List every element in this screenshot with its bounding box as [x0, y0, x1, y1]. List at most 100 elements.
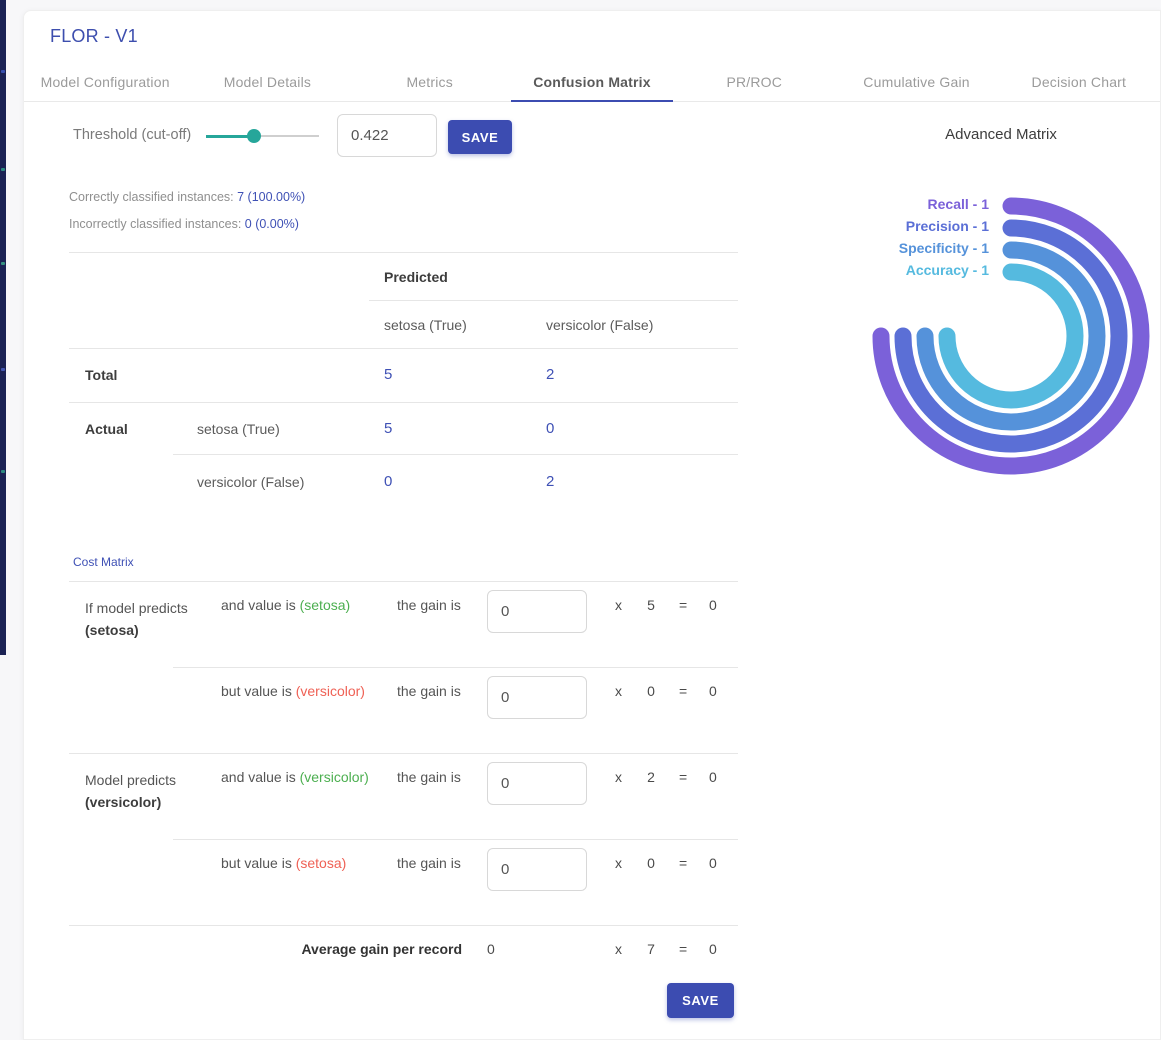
actual-row-versicolor: versicolor (False) 0 2	[69, 455, 738, 509]
sidebar-icon-fragment	[1, 262, 5, 265]
cell-false-true: 0	[384, 473, 393, 490]
column-header-row: setosa (True) versicolor (False)	[69, 301, 738, 348]
slider-thumb[interactable]	[246, 129, 261, 143]
recall-ring	[872, 197, 1150, 475]
cost-row-1: If model predicts (setosa) and value is (…	[69, 582, 738, 667]
classification-stats: Correctly classified instances: 7 (100.0…	[69, 184, 738, 238]
cost-row-4: but value is (setosa) the gain is x 0 = …	[69, 840, 738, 925]
average-gain-value: 0	[487, 941, 495, 957]
accuracy-ring	[938, 263, 1084, 409]
specificity-ring-label: Specificity - 1	[898, 240, 989, 256]
collapsed-sidebar-sliver	[0, 0, 6, 655]
main-panel: FLOR - V1 Model Configuration Model Deta…	[23, 10, 1161, 1040]
divider	[173, 667, 738, 668]
tab-bar: Model Configuration Model Details Metric…	[24, 63, 1160, 102]
sidebar-icon-fragment	[1, 168, 5, 171]
predict-label: Model predicts (versicolor)	[85, 772, 177, 810]
recall-ring-label: Recall - 1	[927, 196, 989, 212]
threshold-save-button[interactable]: SAVE	[448, 120, 512, 154]
predicted-header-row: Predicted	[69, 253, 738, 300]
cost-row-2: but value is (versicolor) the gain is x …	[69, 668, 738, 753]
cost-matrix-save-button[interactable]: SAVE	[667, 983, 734, 1018]
count-value: 0	[647, 683, 655, 699]
column-header-true: setosa (True)	[384, 317, 467, 333]
cost-row-3: Model predicts (versicolor) and value is …	[69, 754, 738, 839]
page-title: FLOR - V1	[50, 26, 138, 46]
gain-label: the gain is	[397, 683, 461, 699]
condition-label: but value is (setosa)	[221, 855, 347, 871]
condition-label: and value is (setosa)	[221, 597, 351, 613]
accuracy-ring-label: Accuracy - 1	[905, 262, 989, 278]
average-gain-label: Average gain per record	[301, 941, 462, 957]
actual-label: Actual	[85, 421, 128, 437]
cell-false-false: 2	[546, 473, 555, 490]
result-value: 0	[709, 941, 717, 957]
gain-input-3[interactable]	[487, 762, 587, 805]
gain-input-2[interactable]	[487, 676, 587, 719]
specificity-ring	[916, 241, 1106, 431]
threshold-label: Threshold (cut-off)	[73, 127, 192, 143]
threshold-slider[interactable]	[206, 128, 319, 144]
multiply-symbol: x	[615, 855, 622, 871]
predict-label: If model predicts (setosa)	[85, 600, 188, 638]
actual-row-setosa: Actual setosa (True) 5 0	[69, 403, 738, 454]
divider	[69, 402, 738, 403]
radial-chart-svg	[872, 197, 1150, 475]
tab-cumulative-gain[interactable]: Cumulative Gain	[863, 74, 970, 90]
total-row: Total 5 2	[69, 349, 738, 402]
correct-instances-line: Correctly classified instances: 7 (100.0…	[69, 190, 306, 204]
divider	[69, 753, 738, 754]
incorrect-instances-line: Incorrectly classified instances: 0 (0.0…	[69, 217, 299, 231]
advanced-matrix-panel: Advanced Matrix Recall - 1 Precision - 1 S…	[841, 126, 1161, 475]
gain-label: the gain is	[397, 769, 461, 785]
equals-symbol: =	[679, 769, 688, 785]
divider	[69, 252, 738, 253]
advanced-matrix-title: Advanced Matrix	[945, 126, 1057, 143]
row-label: setosa (True)	[197, 421, 280, 437]
divider	[69, 925, 738, 926]
divider	[173, 454, 738, 455]
slider-track	[206, 135, 319, 137]
divider	[369, 300, 738, 301]
cell-true-true: 5	[384, 420, 393, 437]
cost-matrix-actions: SAVE	[69, 983, 738, 1019]
tab-decision-chart[interactable]: Decision Chart	[1031, 74, 1127, 90]
sidebar-icon-fragment	[1, 470, 5, 473]
correct-instances-value: 7 (100.00%)	[237, 190, 306, 204]
sidebar-icon-fragment	[1, 70, 5, 73]
threshold-input[interactable]	[337, 114, 437, 157]
condition-label: but value is (versicolor)	[221, 683, 365, 699]
tab-pr-roc[interactable]: PR/ROC	[726, 74, 783, 90]
cost-matrix-title: Cost Matrix	[73, 555, 134, 569]
tab-metrics[interactable]: Metrics	[406, 74, 453, 90]
incorrect-instances-value: 0 (0.00%)	[244, 217, 299, 231]
predicted-header: Predicted	[384, 269, 448, 285]
multiply-symbol: x	[615, 683, 622, 699]
result-value: 0	[709, 855, 717, 871]
tab-model-configuration[interactable]: Model Configuration	[40, 74, 170, 90]
equals-symbol: =	[679, 941, 688, 957]
tab-model-details[interactable]: Model Details	[223, 74, 312, 90]
column-header-false: versicolor (False)	[546, 317, 654, 333]
average-gain-row: Average gain per record 0 x 7 = 0	[69, 926, 738, 971]
condition-label: and value is (versicolor)	[221, 769, 369, 785]
gain-input-1[interactable]	[487, 590, 587, 633]
multiply-symbol: x	[615, 597, 622, 613]
multiply-symbol: x	[615, 769, 622, 785]
divider	[173, 839, 738, 840]
confusion-matrix-table: Predicted setosa (True) versicolor (Fals…	[69, 252, 738, 509]
gain-label: the gain is	[397, 855, 461, 871]
cell-true-false: 0	[546, 420, 555, 437]
equals-symbol: =	[679, 597, 688, 613]
result-value: 0	[709, 769, 717, 785]
result-value: 0	[709, 597, 717, 613]
radial-bar-chart: Recall - 1 Precision - 1 Specificity - 1 Ac…	[861, 186, 1161, 486]
total-label: Total	[85, 367, 118, 383]
equals-symbol: =	[679, 855, 688, 871]
precision-ring	[894, 219, 1128, 453]
gain-input-4[interactable]	[487, 848, 587, 891]
count-value: 0	[647, 855, 655, 871]
sidebar-icon-fragment	[1, 368, 5, 371]
tab-confusion-matrix[interactable]: Confusion Matrix	[510, 63, 674, 102]
precision-ring-label: Precision - 1	[905, 218, 989, 234]
